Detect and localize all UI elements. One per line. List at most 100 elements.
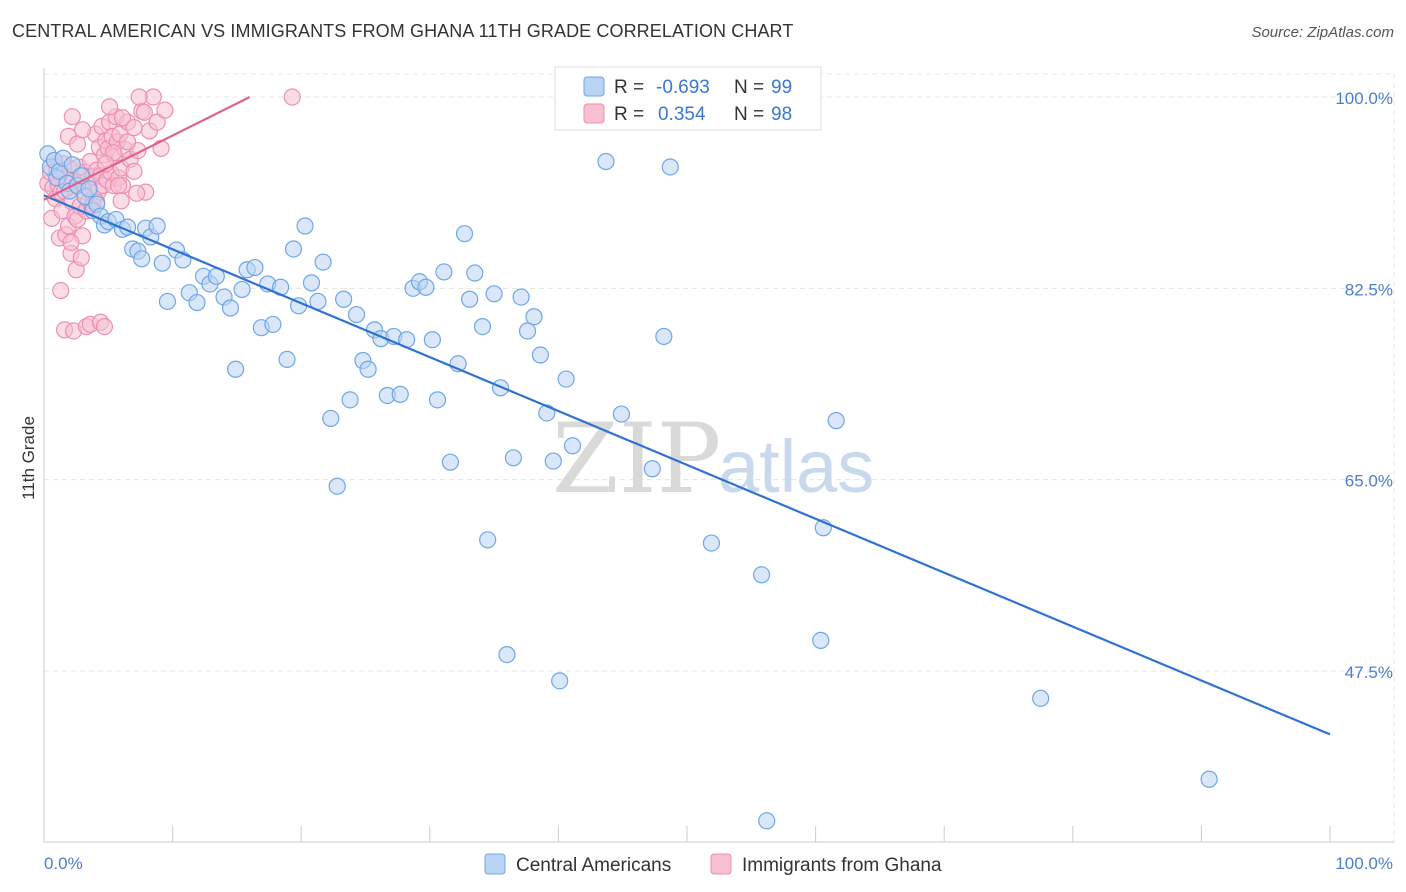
central-american-point-95 bbox=[655, 327, 673, 346]
central-american-point-92 bbox=[597, 152, 615, 171]
ghana-point-68 bbox=[152, 139, 170, 157]
central-american-point-54 bbox=[328, 477, 346, 495]
central-american-point-47 bbox=[284, 240, 303, 258]
central-american-point-53 bbox=[322, 409, 340, 428]
central-american-point-96 bbox=[661, 158, 679, 176]
watermark: ZIP atlas bbox=[552, 403, 874, 515]
legend-label-central-americans: Central Americans bbox=[516, 855, 671, 876]
central-american-point-28 bbox=[158, 292, 177, 311]
ghana-point-91 bbox=[63, 108, 81, 126]
ghana-point-82 bbox=[100, 98, 119, 116]
stats-n-value-blue: 99 bbox=[771, 77, 792, 98]
ghana-point-81 bbox=[95, 318, 114, 336]
y-tick-label-0: 100.0% bbox=[1335, 89, 1393, 108]
central-american-point-57 bbox=[347, 305, 366, 324]
central-american-point-78 bbox=[479, 531, 497, 549]
ghana-point-93 bbox=[73, 121, 92, 139]
stats-swatch-pink bbox=[583, 103, 605, 124]
ghana-points bbox=[39, 88, 301, 340]
central-american-point-69 bbox=[423, 331, 441, 349]
ghana-point-96 bbox=[127, 184, 146, 202]
ghana-point-89 bbox=[135, 103, 153, 121]
y-tick-label-2: 65.0% bbox=[1345, 472, 1393, 491]
central-american-point-89 bbox=[551, 672, 569, 690]
watermark-atlas: atlas bbox=[718, 425, 874, 508]
axes bbox=[43, 68, 1394, 843]
central-american-trend-line bbox=[43, 194, 1331, 736]
central-american-point-99 bbox=[758, 812, 776, 830]
central-american-point-88 bbox=[544, 452, 562, 470]
ghana-point-61 bbox=[125, 162, 143, 180]
legend-label-ghana: Immigrants from Ghana bbox=[742, 855, 942, 876]
central-american-point-41 bbox=[246, 258, 264, 277]
ghana-trend-line bbox=[43, 96, 251, 201]
x-tick-labels: 0.0% 100.0% bbox=[44, 854, 1393, 873]
trend-lines bbox=[43, 96, 1331, 736]
ghana-point-97 bbox=[283, 88, 301, 106]
series-legend: Central Americans Immigrants from Ghana bbox=[484, 853, 942, 876]
legend-swatch-ghana bbox=[710, 853, 732, 875]
central-american-point-97 bbox=[702, 534, 721, 552]
central-american-point-55 bbox=[335, 290, 353, 308]
stats-n-label-pink: N = bbox=[734, 104, 764, 125]
central-american-point-76 bbox=[466, 264, 484, 282]
x-tick-label-end: 100.0% bbox=[1335, 854, 1393, 873]
ghana-point-67 bbox=[148, 113, 166, 131]
central-american-point-26 bbox=[148, 217, 166, 235]
central-american-point-86 bbox=[531, 346, 549, 364]
central-american-point-39 bbox=[233, 280, 251, 299]
central-american-points bbox=[39, 145, 1218, 830]
central-american-point-102 bbox=[827, 412, 845, 430]
stats-r-value-pink: 0.354 bbox=[658, 104, 706, 125]
central-american-point-27 bbox=[153, 254, 171, 272]
ghana-point-84 bbox=[109, 176, 128, 195]
central-american-point-72 bbox=[441, 453, 459, 471]
central-american-point-68 bbox=[417, 278, 435, 296]
y-axis-title: 11th Grade bbox=[19, 416, 38, 500]
central-american-point-81 bbox=[498, 645, 516, 664]
central-american-point-12 bbox=[80, 180, 98, 198]
stats-n-value-pink: 98 bbox=[771, 104, 792, 125]
ghana-point-85 bbox=[113, 109, 132, 127]
central-american-point-46 bbox=[278, 350, 296, 368]
central-american-point-85 bbox=[525, 308, 543, 326]
central-american-point-79 bbox=[485, 285, 503, 303]
y-tick-label-3: 47.5% bbox=[1345, 663, 1393, 682]
central-american-point-82 bbox=[504, 449, 522, 467]
stats-r-label-blue: R = bbox=[614, 77, 644, 98]
central-american-point-91 bbox=[563, 437, 582, 455]
ghana-point-92 bbox=[68, 135, 87, 153]
central-american-point-93 bbox=[612, 405, 631, 423]
ghana-point-95 bbox=[112, 192, 130, 210]
central-american-point-77 bbox=[473, 318, 492, 336]
legend-swatch-central-americans bbox=[484, 853, 506, 875]
stats-r-label-pink: R = bbox=[614, 104, 644, 125]
stats-swatch-blue bbox=[583, 76, 605, 97]
central-american-point-44 bbox=[264, 315, 282, 334]
central-american-point-100 bbox=[812, 631, 830, 649]
central-american-point-103 bbox=[1032, 689, 1050, 707]
central-american-point-49 bbox=[296, 217, 314, 235]
central-american-point-64 bbox=[391, 385, 409, 403]
ghana-point-70 bbox=[52, 281, 70, 300]
ghana-point-72 bbox=[62, 233, 80, 252]
central-american-point-71 bbox=[435, 263, 453, 281]
central-american-point-75 bbox=[461, 290, 479, 308]
stats-r-value-blue: -0.693 bbox=[656, 77, 710, 98]
central-american-point-70 bbox=[428, 391, 447, 409]
stats-legend: R = -0.693 N = 99 R = 0.354 N = 98 bbox=[554, 66, 822, 131]
central-american-point-84 bbox=[518, 322, 537, 340]
watermark-zip: ZIP bbox=[552, 403, 721, 515]
central-american-point-59 bbox=[359, 360, 377, 378]
central-american-point-83 bbox=[512, 288, 530, 306]
central-american-point-74 bbox=[455, 225, 474, 243]
y-tick-labels: 100.0% 82.5% 65.0% 47.5% bbox=[1335, 89, 1393, 682]
central-american-point-38 bbox=[227, 360, 245, 378]
central-american-point-37 bbox=[221, 299, 240, 317]
central-american-point-50 bbox=[302, 274, 321, 292]
ghana-point-69 bbox=[156, 101, 174, 119]
central-american-point-32 bbox=[188, 293, 206, 312]
central-american-point-104 bbox=[1200, 770, 1218, 788]
y-tick-label-1: 82.5% bbox=[1345, 280, 1393, 299]
